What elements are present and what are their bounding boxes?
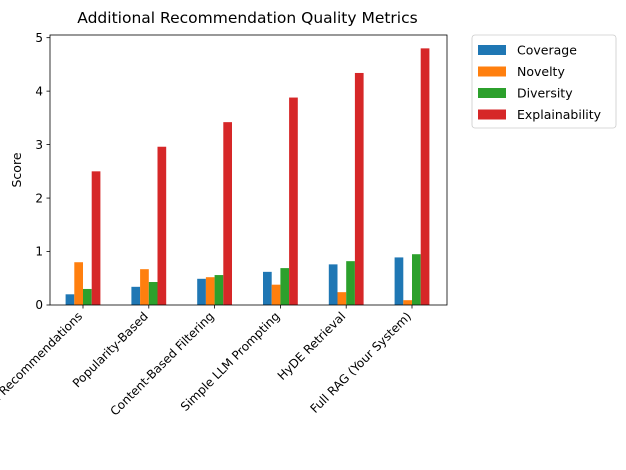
bar-diversity-5 bbox=[346, 261, 355, 305]
legend: Coverage Novelty Diversity Explainability bbox=[471, 34, 617, 129]
legend-label-coverage: Coverage bbox=[517, 43, 577, 58]
bar-explainability-4 bbox=[289, 97, 298, 305]
bar-coverage-2 bbox=[131, 286, 141, 305]
legend-swatch-diversity bbox=[478, 88, 506, 98]
legend-swatch-coverage bbox=[478, 45, 506, 55]
bar-explainability-6 bbox=[420, 48, 430, 306]
legend-frame bbox=[471, 34, 617, 129]
y-tick-label: 0 bbox=[35, 298, 43, 312]
legend-swatch-explainability bbox=[478, 109, 506, 120]
bar-diversity-4 bbox=[280, 268, 290, 305]
bars-group bbox=[65, 48, 430, 306]
bar-coverage-1 bbox=[65, 294, 75, 305]
bar-novelty-5 bbox=[337, 292, 347, 305]
bar-explainability-5 bbox=[354, 72, 364, 306]
y-axis-ticks: 0 1 2 3 4 5 bbox=[35, 31, 50, 312]
bar-coverage-4 bbox=[263, 271, 272, 305]
bar-coverage-5 bbox=[328, 264, 338, 305]
bar-coverage-3 bbox=[197, 278, 206, 305]
legend-label-novelty: Novelty bbox=[517, 64, 565, 79]
y-tick-label: 3 bbox=[35, 138, 43, 152]
plot-frame bbox=[49, 34, 448, 306]
y-tick-label: 5 bbox=[35, 31, 43, 45]
y-tick-label: 4 bbox=[35, 84, 43, 98]
bar-explainability-1 bbox=[91, 171, 101, 305]
bar-diversity-2 bbox=[148, 282, 158, 305]
bar-novelty-2 bbox=[140, 269, 149, 305]
x-axis-ticks: Random RecommendationsPopularity-BasedCo… bbox=[0, 305, 414, 436]
y-tick-label: 1 bbox=[35, 245, 43, 259]
bar-diversity-1 bbox=[83, 288, 92, 305]
bar-novelty-1 bbox=[74, 262, 83, 305]
bar-diversity-6 bbox=[412, 254, 421, 305]
x-tick-label: Random Recommendations bbox=[0, 309, 85, 436]
legend-label-explainability: Explainability bbox=[517, 107, 602, 122]
bar-novelty-4 bbox=[271, 284, 281, 305]
bar-coverage-6 bbox=[394, 257, 404, 305]
chart-title: Additional Recommendation Quality Metric… bbox=[77, 9, 417, 27]
legend-swatch-novelty bbox=[478, 66, 506, 77]
bar-diversity-3 bbox=[214, 275, 224, 305]
y-axis-label: Score bbox=[9, 152, 24, 187]
bar-novelty-3 bbox=[205, 277, 215, 305]
x-tick-label: HyDE Retrieval bbox=[275, 309, 349, 383]
legend-label-diversity: Diversity bbox=[517, 86, 573, 101]
y-tick-label: 2 bbox=[35, 191, 43, 205]
bar-novelty-6 bbox=[403, 300, 412, 305]
bar-explainability-2 bbox=[157, 146, 167, 305]
bar-explainability-3 bbox=[223, 122, 232, 306]
